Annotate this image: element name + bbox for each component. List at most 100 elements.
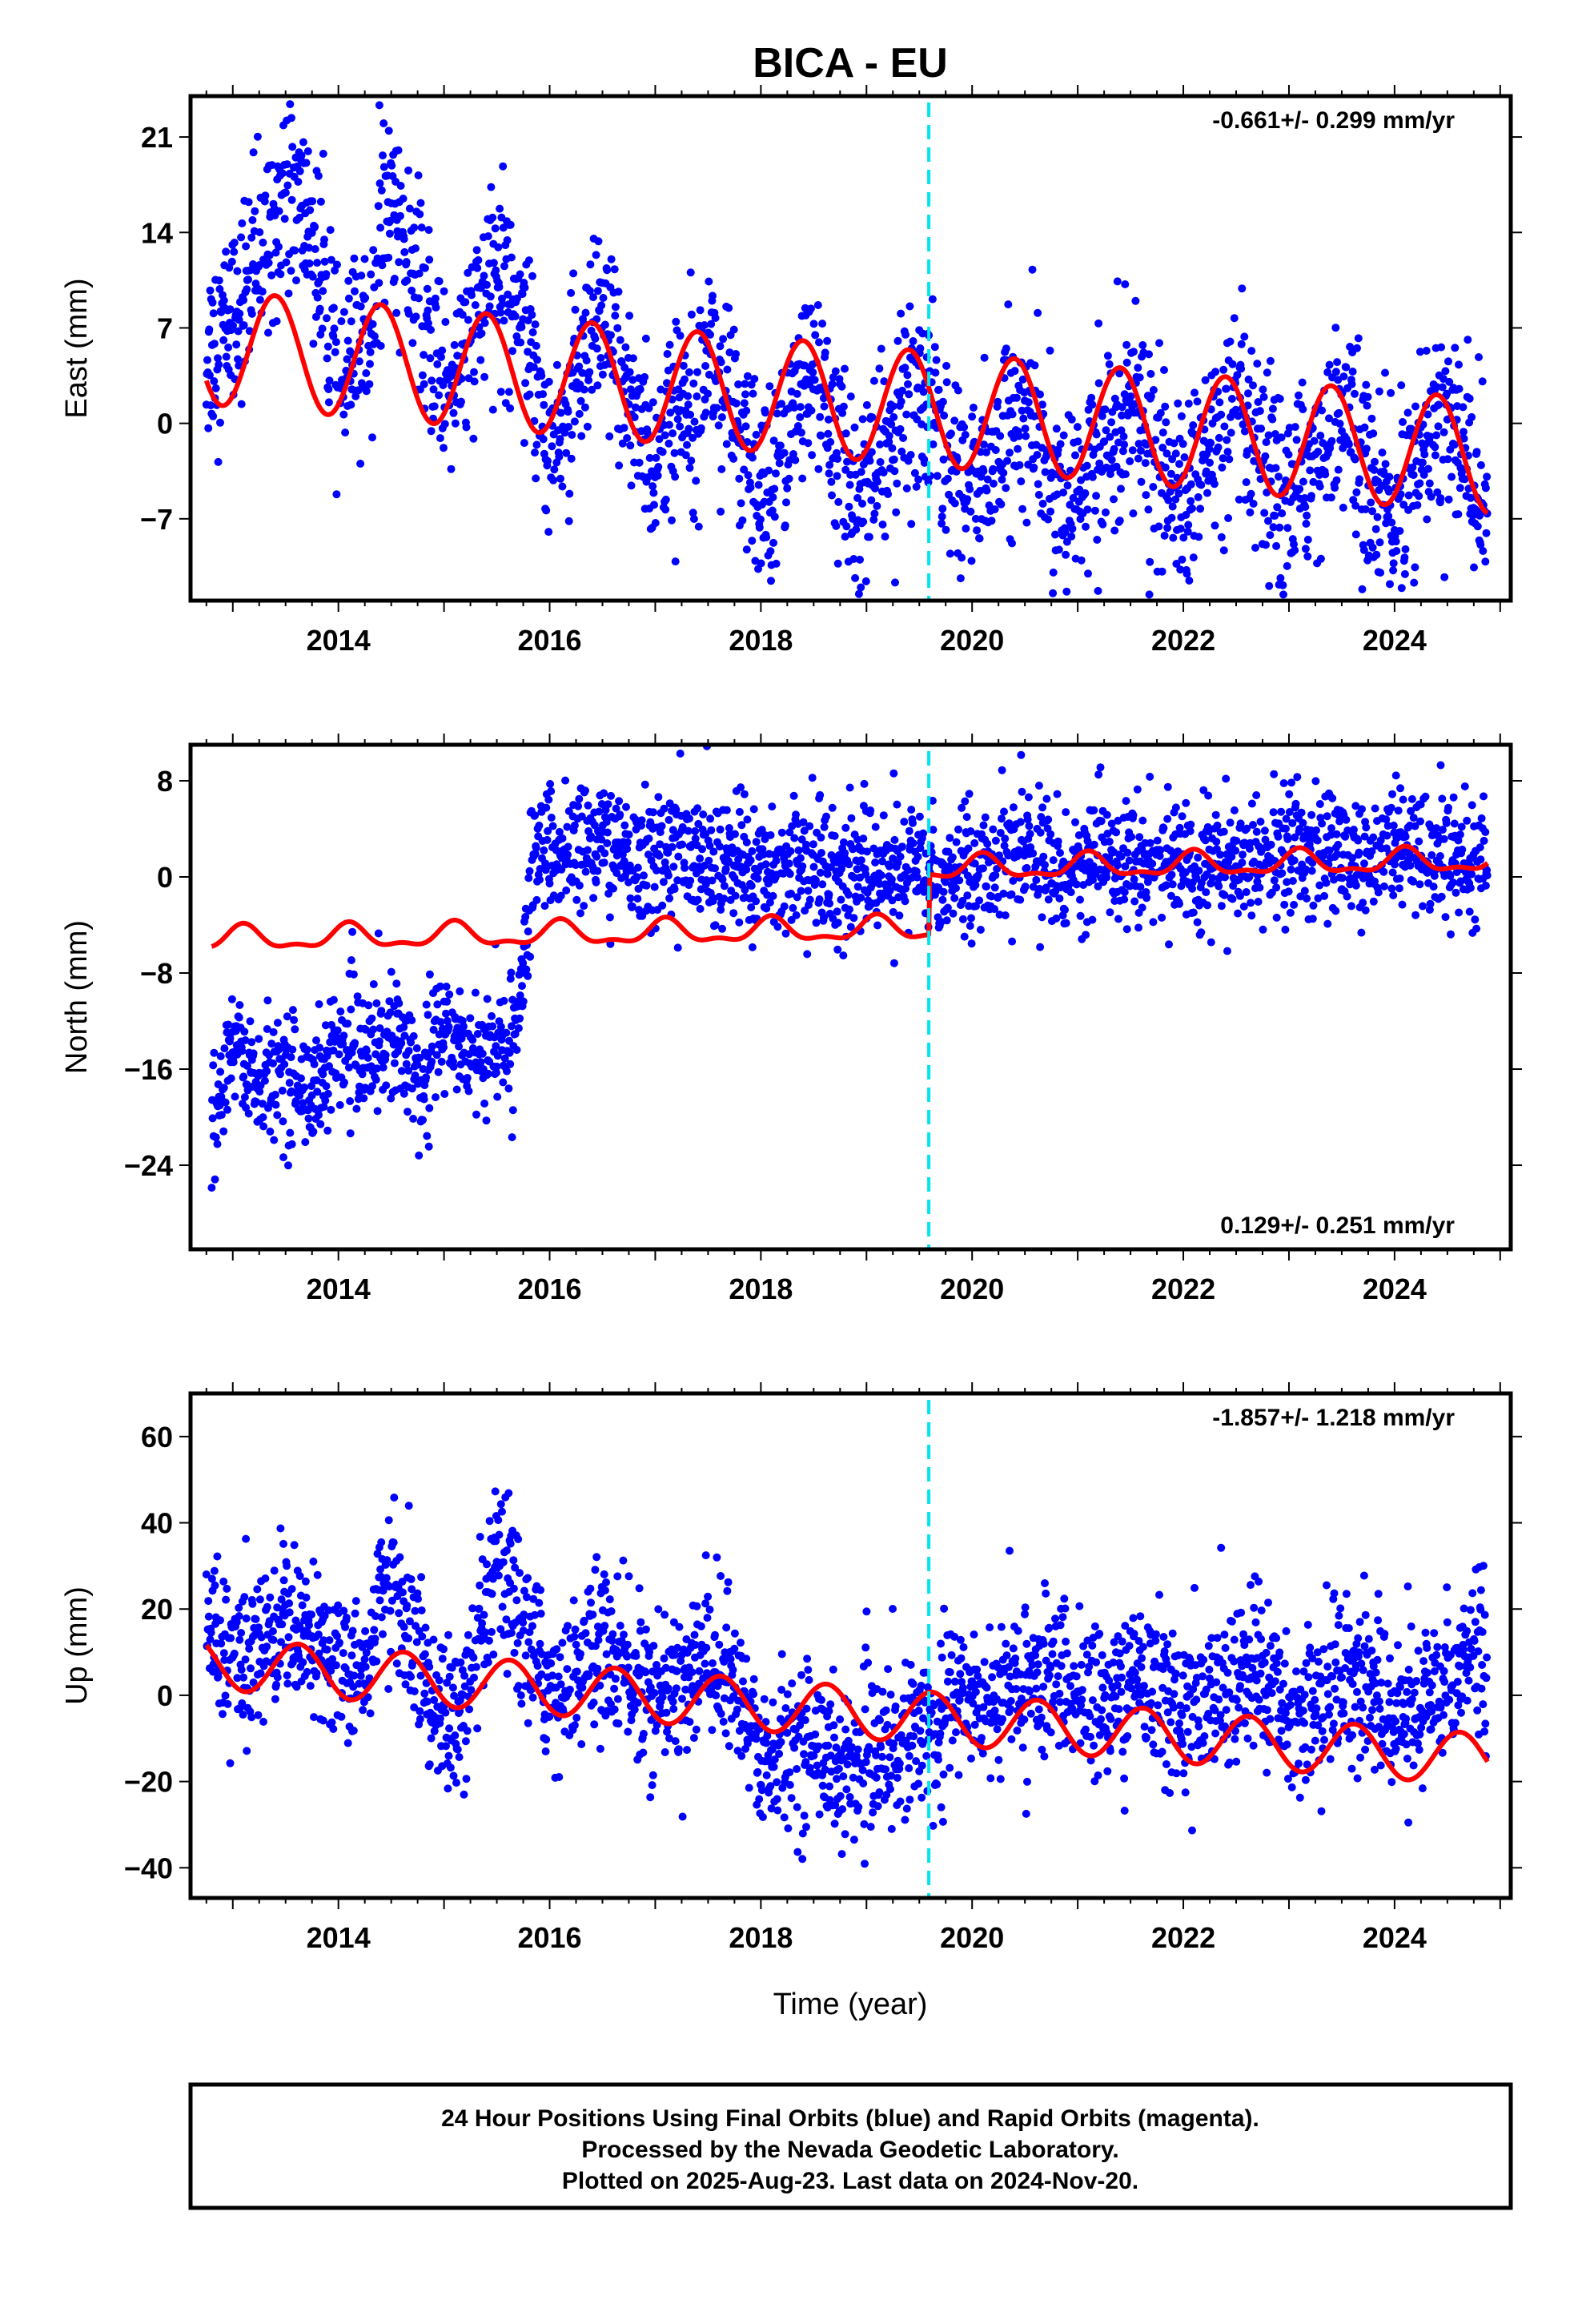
data-point-583 [522, 965, 531, 974]
data-point-1908 [1233, 371, 1242, 380]
data-point-1418 [967, 914, 975, 923]
data-point-1435 [976, 926, 985, 934]
data-point-240 [327, 255, 335, 264]
data-point-1103 [796, 403, 805, 412]
data-point-1305 [905, 390, 913, 399]
data-point-2082 [1323, 368, 1332, 376]
data-point-2194 [1391, 860, 1399, 869]
data-point-1586 [1061, 528, 1070, 537]
data-point-500 [470, 377, 479, 386]
data-point-1731 [1136, 446, 1145, 455]
data-point-872 [671, 557, 680, 566]
data-point-2286 [1437, 892, 1446, 901]
data-point-289 [355, 357, 363, 366]
data-point-197 [305, 259, 314, 267]
data-point-1335 [920, 458, 929, 467]
data-point-1914 [1236, 891, 1244, 900]
data-point-2136 [1353, 344, 1361, 352]
data-point-56 [230, 247, 239, 256]
data-point-351 [387, 161, 396, 170]
data-point-1191 [845, 502, 853, 511]
data-point-2212 [1399, 795, 1407, 804]
data-point-659 [556, 435, 564, 444]
data-point-1509 [1018, 787, 1026, 796]
data-point-694 [575, 409, 584, 418]
data-point-1687 [1114, 915, 1122, 923]
data-point-366 [404, 1066, 413, 1075]
data-point-770 [623, 845, 632, 854]
data-point-205 [309, 340, 318, 348]
data-point-1720 [1131, 296, 1140, 305]
data-point-233 [323, 354, 331, 363]
data-point-554 [508, 1133, 516, 1142]
data-point-1174 [834, 497, 843, 506]
data-point-2174 [1372, 550, 1381, 559]
data-point-2380 [1479, 547, 1488, 555]
data-point-1361 [934, 385, 943, 394]
data-point-160 [286, 100, 295, 109]
data-point-1831 [1189, 421, 1198, 429]
data-point-528 [492, 1062, 501, 1071]
data-point-1246 [875, 879, 884, 888]
data-point-1826 [1186, 497, 1195, 505]
data-point-2250 [1419, 902, 1427, 911]
data-point-1707 [1125, 856, 1134, 865]
data-point-1277 [889, 412, 898, 421]
data-point-876 [673, 415, 682, 424]
data-point-176 [295, 213, 304, 222]
data-point-729 [593, 287, 602, 296]
data-point-748 [612, 804, 620, 813]
data-point-499 [470, 368, 478, 376]
data-point-1604 [1071, 451, 1079, 460]
data-point-789 [633, 863, 642, 872]
data-point-754 [607, 331, 615, 340]
data-point-1076 [782, 498, 790, 507]
x-tick-label: 2020 [940, 624, 1004, 657]
data-point-1662 [1102, 508, 1110, 517]
data-point-2332 [1454, 510, 1463, 519]
data-point-1081 [788, 822, 797, 830]
data-point-1357 [932, 356, 941, 364]
data-point-1990 [1275, 523, 1284, 532]
data-point-2190 [1388, 868, 1397, 877]
data-point-2123 [1349, 826, 1358, 834]
data-point-1978 [1272, 913, 1281, 922]
data-point-1870 [1213, 821, 1222, 830]
data-point-904 [687, 310, 696, 319]
data-point-1386 [950, 416, 959, 425]
data-point-2364 [1471, 505, 1480, 513]
data-point-2356 [1476, 843, 1484, 852]
data-point-426 [429, 385, 438, 394]
data-point-238 [325, 376, 334, 385]
data-point-401 [423, 1132, 432, 1140]
data-point-2287 [1438, 794, 1447, 803]
data-point-1468 [997, 500, 1006, 509]
data-point-328 [375, 179, 384, 187]
data-point-1477 [1002, 484, 1010, 493]
data-point-1904 [1231, 846, 1240, 855]
data-point-1082 [785, 474, 793, 483]
data-point-210 [319, 1103, 328, 1112]
data-point-1898 [1228, 895, 1237, 903]
data-point-1678 [1110, 444, 1118, 453]
data-point-764 [611, 303, 620, 312]
data-point-298 [367, 1014, 376, 1023]
data-point-1663 [1102, 873, 1111, 882]
data-point-1685 [1113, 277, 1122, 286]
data-point-415 [424, 306, 432, 315]
data-point-1490 [1007, 890, 1016, 899]
data-point-1017 [753, 875, 762, 883]
data-point-2069 [1315, 482, 1324, 491]
data-point-1608 [1073, 423, 1082, 432]
data-point-1986 [1277, 807, 1286, 816]
data-point-325 [382, 1081, 391, 1090]
data-point-2034 [1301, 865, 1310, 874]
data-point-1009 [749, 805, 758, 814]
data-point-259 [347, 1005, 355, 1014]
data-point-788 [633, 895, 642, 903]
data-point-990 [740, 790, 749, 798]
data-point-555 [499, 162, 508, 171]
data-point-1498 [1012, 393, 1021, 402]
data-point-572 [507, 253, 516, 262]
data-point-553 [508, 1022, 516, 1031]
